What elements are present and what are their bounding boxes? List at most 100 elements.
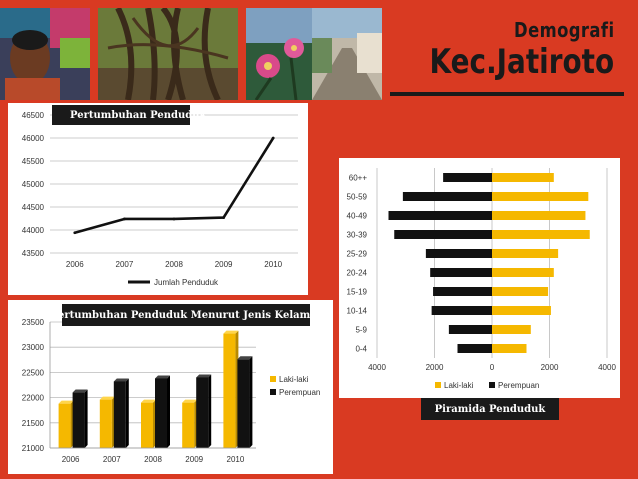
pyramid-chart: 4000 2000 0 2000 40000-45-910-1415-1920-2425… bbox=[347, 168, 616, 390]
y-tick-label: 10-14 bbox=[347, 307, 368, 316]
y-tick-label: 60++ bbox=[349, 174, 368, 183]
x-tick-label: 2007 bbox=[103, 455, 121, 464]
x-tick-label: 2010 bbox=[264, 260, 282, 269]
bar-laki-laki bbox=[448, 325, 492, 334]
bar-top bbox=[141, 399, 156, 403]
bar-top bbox=[237, 356, 253, 360]
bar-perempuan bbox=[492, 249, 559, 258]
bar-chart-panel: 21000 21500 22000 22500 23000 23500 2006 2007 20… bbox=[8, 300, 333, 474]
photo-street bbox=[312, 8, 382, 100]
photo-tree-roots bbox=[98, 8, 238, 100]
data-point bbox=[123, 217, 126, 221]
y-tick-label: 23000 bbox=[22, 343, 45, 352]
bar-perempuan bbox=[492, 192, 589, 201]
bar-perempuan bbox=[492, 344, 527, 353]
x-tick-label: 4000 bbox=[598, 363, 616, 372]
x-tick-label: 2006 bbox=[66, 260, 84, 269]
bar-perempuan bbox=[492, 211, 586, 220]
y-tick-label: 46500 bbox=[22, 111, 45, 120]
bar-laki-laki bbox=[141, 402, 153, 448]
bar-side bbox=[208, 374, 212, 448]
pyramid-chart-panel: 4000 2000 0 2000 4000 0-4 5-9 10-14 15-19 20-24 25… bbox=[339, 158, 620, 398]
y-tick-label: 21000 bbox=[22, 444, 45, 453]
y-tick-label: 50-59 bbox=[347, 193, 368, 202]
bar-top bbox=[99, 396, 115, 400]
legend-label: Laki-laki bbox=[279, 375, 309, 384]
y-tick-label: 22500 bbox=[22, 368, 45, 377]
x-tick-label: 2009 bbox=[215, 260, 233, 269]
bar-laki-laki bbox=[394, 230, 492, 239]
bar-top bbox=[196, 374, 212, 378]
x-tick-label: 2000 bbox=[541, 363, 559, 372]
photo-woman-icon bbox=[0, 8, 90, 100]
legend-swatch bbox=[489, 382, 495, 388]
bar-perempuan bbox=[196, 377, 209, 448]
photo-street-icon bbox=[312, 8, 382, 100]
bar-laki-laki bbox=[402, 192, 492, 201]
y-tick-label: 15-19 bbox=[347, 288, 368, 297]
x-tick-label: 2008 bbox=[165, 260, 183, 269]
bar-perempuan bbox=[492, 173, 554, 182]
page-title: Kec.Jatiroto bbox=[429, 42, 614, 82]
bar-top bbox=[58, 400, 74, 404]
photo-tree-roots-icon bbox=[98, 8, 238, 100]
x-tick-label: 0 bbox=[490, 363, 495, 372]
y-tick-label: 45000 bbox=[22, 180, 45, 189]
bar-perempuan bbox=[492, 268, 554, 277]
legend-swatch bbox=[270, 376, 276, 382]
bar-top bbox=[223, 330, 239, 334]
bar-perempuan bbox=[492, 287, 549, 296]
legend-label: Perempuan bbox=[498, 381, 539, 390]
y-tick-label: 44000 bbox=[22, 226, 45, 235]
y-tick-label: 44500 bbox=[22, 203, 45, 212]
bar-laki-laki bbox=[182, 402, 195, 448]
photo-flowers bbox=[246, 8, 312, 100]
bar-laki-laki bbox=[430, 268, 492, 277]
x-tick-label: 2000 bbox=[426, 363, 444, 372]
bar-perempuan bbox=[492, 306, 551, 315]
bar-perempuan bbox=[492, 325, 531, 334]
y-tick-label: 46000 bbox=[22, 134, 45, 143]
pyramid-chart-title: Piramida Penduduk bbox=[421, 398, 559, 420]
bar-laki-laki bbox=[457, 344, 492, 353]
bar-top bbox=[155, 375, 170, 379]
page-subtitle: Demografi bbox=[513, 18, 614, 42]
bar-laki-laki bbox=[443, 173, 492, 182]
x-tick-label: 2008 bbox=[144, 455, 162, 464]
bar-laki-laki bbox=[58, 403, 71, 448]
bar-perempuan bbox=[72, 392, 85, 448]
y-tick-label: 40-49 bbox=[347, 212, 368, 221]
bar-perempuan bbox=[237, 359, 250, 448]
bar-side bbox=[84, 389, 88, 448]
data-point bbox=[271, 136, 275, 140]
bar-side bbox=[125, 378, 129, 448]
bar-side bbox=[249, 356, 253, 448]
x-tick-label: 2006 bbox=[62, 455, 80, 464]
bar-top bbox=[182, 399, 198, 403]
legend-label: Laki-laki bbox=[444, 381, 474, 390]
bar-side bbox=[167, 375, 170, 448]
x-tick-label: 2007 bbox=[116, 260, 134, 269]
bar-perempuan bbox=[492, 230, 590, 239]
y-tick-label: 45500 bbox=[22, 157, 45, 166]
y-tick-label: 23500 bbox=[22, 318, 45, 327]
legend-swatch bbox=[435, 382, 441, 388]
bar-laki-laki bbox=[388, 211, 492, 220]
line-chart-title: Pertumbuhan Penduduk bbox=[52, 105, 206, 125]
x-tick-label: 4000 bbox=[368, 363, 386, 372]
y-tick-label: 5-9 bbox=[355, 326, 367, 335]
bar-perempuan bbox=[113, 381, 126, 448]
bar-perempuan bbox=[155, 378, 167, 448]
bar-chart: 21000 21500 22000 22500 23000 23500 2006 2007 20… bbox=[22, 318, 321, 464]
photo-woman bbox=[0, 8, 90, 100]
bar-laki-laki bbox=[433, 287, 492, 296]
legend-label: Perempuan bbox=[279, 388, 320, 397]
y-tick-label: 30-39 bbox=[347, 231, 368, 240]
y-tick-label: 25-29 bbox=[347, 250, 368, 259]
legend-swatch bbox=[270, 389, 276, 395]
title-block: Demografi Kec.Jatiroto bbox=[390, 4, 632, 100]
y-tick-label: 20-24 bbox=[347, 269, 368, 278]
x-tick-label: 2010 bbox=[227, 455, 245, 464]
title-underline bbox=[390, 92, 624, 96]
data-point bbox=[172, 217, 176, 221]
